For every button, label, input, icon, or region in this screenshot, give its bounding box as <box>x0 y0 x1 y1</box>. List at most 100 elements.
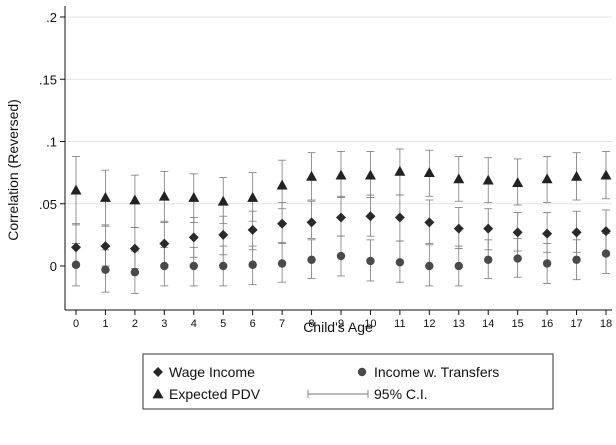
income-transfers-point <box>513 254 522 263</box>
legend-label: Wage Income <box>169 364 255 380</box>
y-tick-label: .05 <box>39 197 57 212</box>
income-transfers-point <box>248 260 257 269</box>
y-tick-label: .2 <box>46 10 57 25</box>
legend-circle-symbol <box>357 367 367 377</box>
wage-income-point <box>71 242 81 253</box>
legend-label: Income w. Transfers <box>374 364 499 380</box>
income-transfers-point <box>277 259 287 268</box>
expected-pdv-point <box>423 167 435 178</box>
expected-pdv-point <box>306 170 318 181</box>
income-transfers-point <box>366 256 375 266</box>
x-tick-label: 17 <box>570 318 582 330</box>
axis-labels: Child's Age Correlation (Reversed) <box>5 99 373 335</box>
x-tick-label: 9 <box>338 318 344 330</box>
x-tick-label: 15 <box>512 318 524 330</box>
legend-item: Wage Income <box>153 364 255 380</box>
income-transfers-point <box>336 251 346 261</box>
expected-pdv-point <box>453 173 465 184</box>
income-transfers-point <box>425 261 434 271</box>
income-transfers-point <box>160 261 169 271</box>
legend-triangle-symbol <box>152 388 164 399</box>
y-tick-label: 0 <box>50 259 57 274</box>
x-tick-label: 7 <box>279 318 285 330</box>
x-tick-label: 1 <box>102 318 108 330</box>
x-tick-label: 16 <box>541 318 553 330</box>
expected-pdv-point <box>158 190 170 201</box>
x-tick-label: 4 <box>191 318 197 330</box>
income-transfers-point <box>101 265 110 274</box>
wage-income-point <box>571 227 582 238</box>
expected-pdv-point <box>70 184 82 195</box>
grid-lines <box>65 16 612 205</box>
axes: 0.05.1.15.20 1 2 3 4 5 6 7 8 9 10 11 12 13 14 15 16 17 18 <box>39 6 612 330</box>
income-transfers-point <box>395 258 405 267</box>
x-tick-label: 14 <box>482 318 494 330</box>
legend-box <box>142 353 554 410</box>
x-tick-label: 3 <box>161 318 167 330</box>
x-tick-label: 13 <box>453 318 465 330</box>
wage-income-point <box>453 223 464 234</box>
wage-income-point <box>336 212 346 223</box>
expected-pdv-point <box>99 192 111 202</box>
wage-income-point <box>188 232 199 243</box>
wage-income-point <box>601 226 611 237</box>
income-transfers-point <box>454 261 463 271</box>
x-tick-label: 12 <box>423 318 435 330</box>
expected-pdv-point <box>188 192 200 202</box>
wage-income-point <box>542 228 553 239</box>
wage-income-point <box>159 238 170 249</box>
wage-income-point <box>218 229 229 240</box>
income-transfers-point <box>484 255 493 264</box>
x-axis-label: Child's Age <box>303 319 373 335</box>
legend-label: Expected PDV <box>169 386 261 402</box>
y-tick-label: .1 <box>46 135 57 150</box>
wage-income-point <box>424 217 435 228</box>
wage-income-point <box>306 217 317 228</box>
wage-income-point <box>277 218 288 229</box>
wage-income-point <box>394 212 405 223</box>
y-axis-label: Correlation (Reversed) <box>5 99 21 241</box>
income-transfers-point <box>572 255 581 264</box>
expected-pdv-point <box>394 165 406 176</box>
legend: Wage Income Income w. Transfers Expected P… <box>142 353 554 410</box>
legend-item: Income w. Transfers <box>357 364 499 380</box>
expected-pdv-point <box>335 169 347 180</box>
income-transfers-point <box>542 259 552 268</box>
expected-pdv-point <box>600 169 612 180</box>
wage-income-point <box>483 223 494 234</box>
income-transfers-point <box>71 260 81 269</box>
x-tick-label: 10 <box>364 318 376 330</box>
expected-pdv-point <box>247 192 259 202</box>
wage-income-point <box>512 227 523 238</box>
x-tick-label: 5 <box>220 318 226 330</box>
x-tick-label: 18 <box>600 318 612 330</box>
income-transfers-point <box>307 255 316 264</box>
income-transfers-point <box>130 268 140 277</box>
income-transfers-point <box>189 261 198 271</box>
wage-income-point <box>247 224 258 235</box>
expected-pdv-point <box>482 174 494 185</box>
legend-item: 95% C.I. <box>307 386 428 402</box>
expected-pdv-point <box>276 179 288 190</box>
legend-label: 95% C.I. <box>374 386 428 402</box>
legend-diamond-symbol <box>153 367 163 377</box>
expected-pdv-point <box>571 170 583 181</box>
wage-income-point <box>100 241 111 252</box>
y-tick-label: .15 <box>39 72 57 87</box>
expected-pdv-point <box>217 195 229 206</box>
x-tick-label: 8 <box>308 318 314 330</box>
x-tick-label: 2 <box>132 318 138 330</box>
expected-pdv-point <box>129 194 141 205</box>
x-tick-label: 0 <box>73 318 79 330</box>
x-tick-label: 11 <box>394 318 405 330</box>
income-transfers-point <box>601 249 611 258</box>
data-points <box>70 165 612 277</box>
wage-income-point <box>365 211 376 222</box>
income-transfers-point <box>219 261 228 271</box>
expected-pdv-point <box>364 169 376 180</box>
expected-pdv-point <box>512 177 524 187</box>
expected-pdv-point <box>541 173 553 184</box>
wage-income-point <box>129 243 140 254</box>
